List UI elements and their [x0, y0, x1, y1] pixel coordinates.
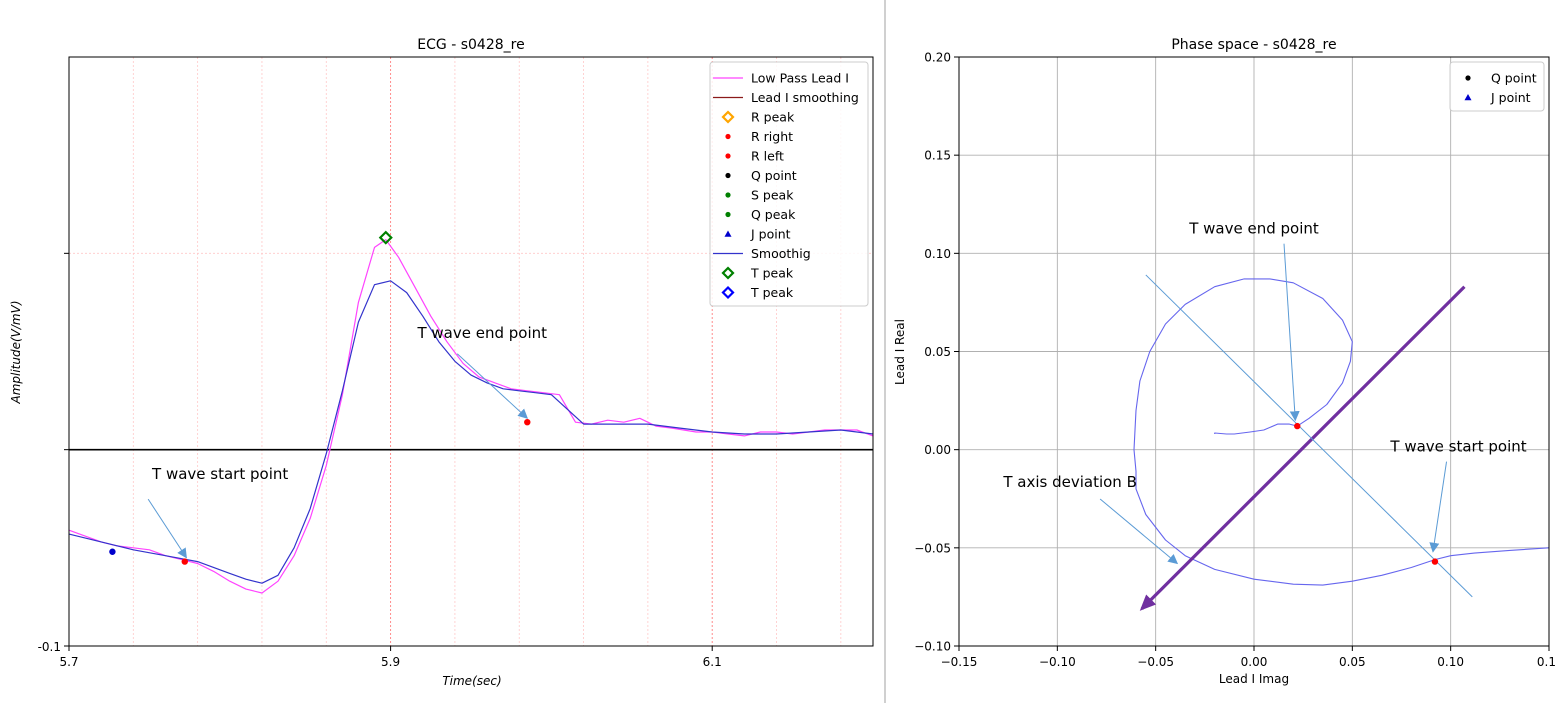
phase-xlabel: Lead I Imag — [1219, 672, 1289, 686]
t-axis-arrow — [1139, 285, 1466, 611]
annotation-text: T wave start point — [1389, 438, 1526, 456]
legend-label: J point — [1490, 90, 1531, 105]
x-tick-label: −0.15 — [941, 655, 978, 669]
phase-panel: Phase space - s0428_re T wave end pointT… — [893, 37, 1556, 686]
phase-title: Phase space - s0428_re — [1171, 37, 1336, 53]
y-tick-label: 0.05 — [924, 345, 951, 359]
annotation-arrow — [1429, 461, 1448, 553]
legend-marker-diamond — [721, 110, 735, 124]
annotation-text: T wave end point — [416, 324, 547, 342]
legend-marker-triangle — [1464, 94, 1472, 101]
ecg-legend: Low Pass Lead I Lead I smoothing R peak R r… — [709, 61, 869, 307]
x-tick-label: 0.10 — [1437, 655, 1464, 669]
legend-label: S peak — [751, 188, 794, 203]
phase-trajectory — [1133, 278, 1550, 586]
marker-t-wave-end — [524, 418, 531, 426]
annotation-text: T axis deviation B — [1002, 473, 1137, 491]
legend-label: T peak — [750, 266, 794, 281]
ecg-axes-frame — [68, 56, 874, 647]
series-line-1 — [68, 280, 874, 584]
marker-t-peak — [378, 230, 393, 245]
marker-t-wave-start — [1431, 558, 1439, 565]
series-line-0 — [68, 239, 874, 594]
ecg-plot — [68, 230, 874, 594]
x-tick-label: 5.9 — [381, 655, 400, 669]
x-tick-label: −0.10 — [1039, 655, 1076, 669]
phase-legend: Q point J point — [1449, 61, 1545, 112]
phase-ticks: −0.15 −0.10 −0.05 0.00 0.05 0.10 0.1−0.10−0.05… — [914, 51, 1556, 670]
y-tick-label: 0.15 — [924, 149, 951, 163]
ecg-panel: ECG - s0428_re T wave end point T wave st… — [9, 37, 874, 688]
x-tick-label: 0.00 — [1241, 655, 1268, 669]
y-tick-label: −0.10 — [914, 640, 951, 654]
ecg-ylabel: Amplitude(V/mV) — [9, 300, 23, 404]
marker-j-point — [109, 548, 116, 555]
marker-t-wave-start — [181, 558, 188, 565]
annotation-arrow — [456, 353, 529, 419]
annotation-arrow — [1283, 243, 1300, 422]
x-tick-label: 0.05 — [1339, 655, 1366, 669]
legend-marker-triangle — [724, 230, 732, 237]
ecg-ticks: 5.7 5.9 6.1 -0.1 — [38, 252, 722, 669]
t-axis-line — [1145, 274, 1473, 598]
annotation-arrow — [147, 498, 187, 559]
ecg-title: ECG - s0428_re — [417, 37, 524, 53]
phase-grid — [958, 56, 1550, 647]
legend-marker-dot — [725, 192, 731, 198]
phase-ylabel: Lead I Real — [893, 319, 907, 385]
legend-marker-dot — [725, 153, 731, 159]
y-tick-label: 0.20 — [924, 51, 951, 65]
x-tick-label: 0.1 — [1537, 655, 1556, 669]
legend-label: T peak — [750, 285, 794, 300]
legend-box — [709, 61, 869, 307]
y-tick-label: 0.10 — [924, 247, 951, 261]
ecg-annotations: T wave end point T wave start point — [147, 324, 547, 559]
legend-label: Q point — [751, 168, 797, 183]
legend-label: Lead I smoothing — [751, 90, 859, 105]
phase-annotations: T wave end point T wave start point T axis… — [1002, 220, 1527, 565]
legend-marker-dot — [725, 172, 731, 179]
x-tick-label: 6.1 — [703, 655, 722, 669]
legend-marker-dot — [725, 211, 731, 218]
legend-label: R left — [751, 149, 784, 164]
phase-plot — [1133, 274, 1550, 611]
legend-label: Q point — [1491, 71, 1537, 86]
legend-label: Q peak — [751, 207, 796, 222]
y-tick-label: −0.05 — [914, 541, 951, 555]
marker-t-wave-end — [1294, 422, 1301, 430]
legend-marker-dot — [1465, 75, 1471, 81]
legend-marker-diamond — [721, 266, 735, 280]
legend-marker-dot — [725, 133, 731, 140]
y-tick-label: -0.1 — [38, 640, 61, 654]
x-tick-label: 5.7 — [59, 655, 78, 669]
legend-label: J point — [750, 227, 791, 242]
legend-label: R peak — [751, 110, 795, 125]
legend-label: Smoothig — [751, 246, 811, 261]
y-tick-label: 0.00 — [924, 443, 951, 457]
x-tick-label: −0.05 — [1137, 655, 1174, 669]
ecg-xlabel: Time(sec) — [442, 674, 501, 688]
legend-label: R right — [751, 129, 793, 144]
annotation-text: T wave start point — [151, 465, 288, 483]
legend-marker-diamond — [721, 285, 735, 300]
annotation-arrow — [1099, 498, 1179, 565]
legend-label: Low Pass Lead I — [751, 71, 849, 86]
legend-box — [1449, 61, 1545, 112]
annotation-text: T wave end point — [1188, 220, 1319, 238]
